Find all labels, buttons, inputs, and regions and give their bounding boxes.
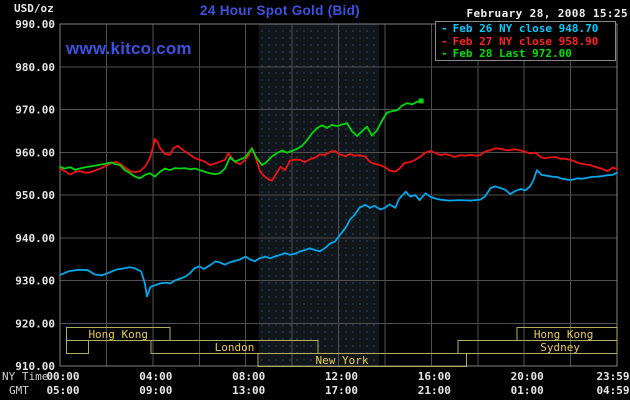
kitco-watermark-link[interactable]: www.kitco.com — [66, 39, 192, 58]
y-tick-label: 930.00 — [15, 275, 55, 288]
series-dash-icon: - — [441, 34, 448, 48]
x-tick-label-nytime: 12:00 — [325, 370, 358, 383]
session-label: Hong Kong — [534, 328, 594, 341]
legend-item-feb26: - Feb 26 NY close 948.70 — [441, 22, 615, 36]
series-line-feb-27 — [59, 138, 618, 182]
legend-label: Feb 28 Last 972.00 — [452, 47, 572, 60]
chart-timestamp: February 28, 2008 15:25 — [466, 7, 628, 20]
session-label: London — [215, 341, 255, 354]
series-line-feb-26 — [59, 169, 618, 298]
legend-item-feb28: - Feb 28 Last 972.00 — [441, 47, 615, 61]
legend-box: - Feb 26 NY close 948.70 - Feb 27 NY close… — [435, 21, 616, 61]
session-bar-sydney — [457, 340, 618, 354]
x-tick-label-nytime: 00:00 — [46, 370, 79, 383]
series-dash-icon: - — [441, 22, 448, 35]
y-tick-label: 910.00 — [15, 360, 55, 373]
last-price-marker — [418, 98, 424, 104]
x-tick-label-gmt: 21:00 — [418, 384, 451, 397]
x-tick-label-gmt: 13:00 — [232, 384, 265, 397]
session-label: Hong Kong — [88, 328, 148, 341]
y-tick-label: 970.00 — [15, 104, 55, 117]
legend-item-feb27: - Feb 27 NY close 958.90 — [441, 34, 615, 49]
x-tick-label-gmt: 05:00 — [46, 384, 79, 397]
session-bar-new-york — [257, 353, 468, 367]
y-tick-label: 980.00 — [15, 61, 55, 74]
legend-label: Feb 26 NY close 948.70 — [452, 22, 599, 35]
session-bar-hong-kong — [65, 327, 171, 341]
series-line-feb-28 — [59, 100, 423, 180]
x-axis-row-label-gmt: GMT — [9, 384, 29, 397]
x-tick-label-nytime: 04:00 — [139, 370, 172, 383]
series-dash-icon: - — [441, 47, 448, 60]
x-tick-label-nytime: 23:59 — [596, 370, 629, 383]
x-tick-label-gmt: 04:59 — [596, 384, 629, 397]
y-axis-unit-label: USD/oz — [14, 2, 54, 15]
session-bar-tail — [65, 340, 89, 354]
y-tick-label: 940.00 — [15, 232, 55, 245]
y-tick-label: 960.00 — [15, 146, 55, 159]
y-tick-label: 950.00 — [15, 189, 55, 202]
y-tick-label: 920.00 — [15, 317, 55, 330]
legend-label: Feb 27 NY close 958.90 — [452, 34, 599, 48]
session-label: Sydney — [540, 341, 580, 354]
x-tick-label-gmt: 17:00 — [325, 384, 358, 397]
x-tick-label-gmt: 01:00 — [511, 384, 544, 397]
session-label: New York — [315, 354, 368, 367]
x-tick-label-gmt: 09:00 — [139, 384, 172, 397]
x-tick-label-nytime: 20:00 — [511, 370, 544, 383]
session-bar-london — [150, 340, 319, 354]
y-tick-label: 990.00 — [15, 18, 55, 31]
x-tick-label-nytime: 08:00 — [232, 370, 265, 383]
page-title: 24 Hour Spot Gold (Bid) — [200, 3, 360, 18]
x-tick-label-nytime: 16:00 — [418, 370, 451, 383]
x-axis-row-label-nytime: NY Time — [2, 370, 49, 383]
